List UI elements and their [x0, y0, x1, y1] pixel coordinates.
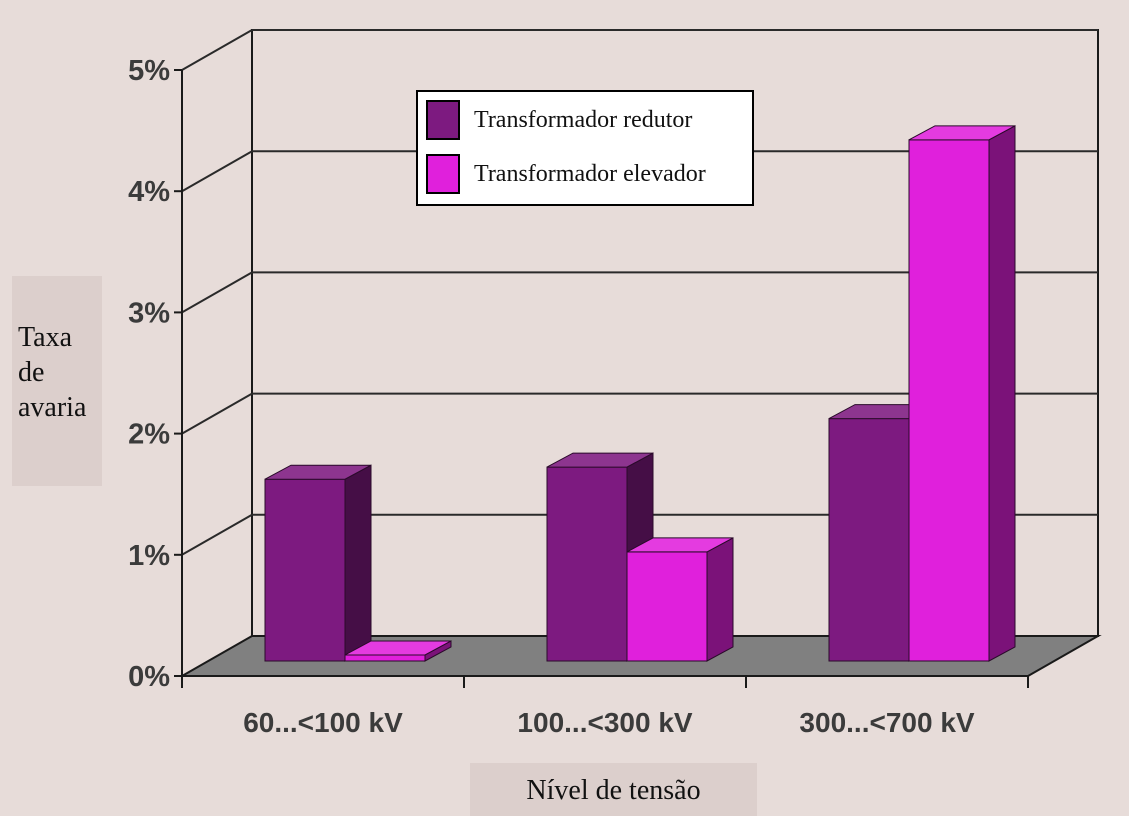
- bar-redutor: [546, 466, 628, 662]
- legend: Transformador redutor Transformador elev…: [416, 90, 754, 206]
- bar-top-elevador: [908, 125, 1016, 141]
- bar-side-elevador: [706, 537, 734, 662]
- legend-item-redutor: Transformador redutor: [426, 98, 692, 142]
- bar-elevador: [908, 139, 990, 662]
- x-axis-label: Nível de tensão: [526, 775, 701, 806]
- y-tick-label: 3%: [128, 297, 170, 329]
- bar-top-redutor: [546, 452, 654, 468]
- legend-swatch-redutor: [426, 100, 460, 140]
- y-axis-label: Taxa de avaria: [18, 322, 87, 423]
- x-tick-label: 300...<700 kV: [799, 707, 974, 738]
- y-tick-label: 0%: [128, 661, 170, 693]
- x-tick-label: 60...<100 kV: [243, 707, 403, 738]
- gridline-side: [181, 271, 253, 314]
- bar-top-elevador: [344, 640, 452, 656]
- bar-top-redutor: [264, 464, 372, 480]
- bar-elevador: [344, 654, 426, 662]
- bar-redutor: [264, 478, 346, 662]
- y-axis-label-box: Taxa de avaria: [12, 276, 102, 486]
- bar-side-redutor: [344, 464, 372, 662]
- gridline-side: [181, 392, 253, 435]
- x-tick-label: 100...<300 kV: [517, 707, 692, 738]
- bar-side-elevador: [988, 125, 1016, 662]
- y-tick-label: 2%: [128, 419, 170, 451]
- legend-swatch-elevador: [426, 154, 460, 194]
- x-axis-label-box: Nível de tensão: [470, 763, 757, 816]
- gridline-side: [181, 513, 253, 556]
- legend-label-elevador: Transformador elevador: [474, 160, 706, 187]
- y-tick-label: 5%: [128, 55, 170, 87]
- gridline-side: [181, 150, 253, 193]
- y-tick-label: 4%: [128, 176, 170, 208]
- bar-redutor: [828, 418, 910, 662]
- legend-label-redutor: Transformador redutor: [474, 106, 693, 133]
- bar-elevador: [626, 551, 708, 662]
- y-tick-label: 1%: [128, 540, 170, 572]
- gridline-side: [181, 29, 253, 71]
- legend-item-elevador: Transformador elevador: [426, 152, 706, 196]
- bar-top-elevador: [626, 537, 734, 553]
